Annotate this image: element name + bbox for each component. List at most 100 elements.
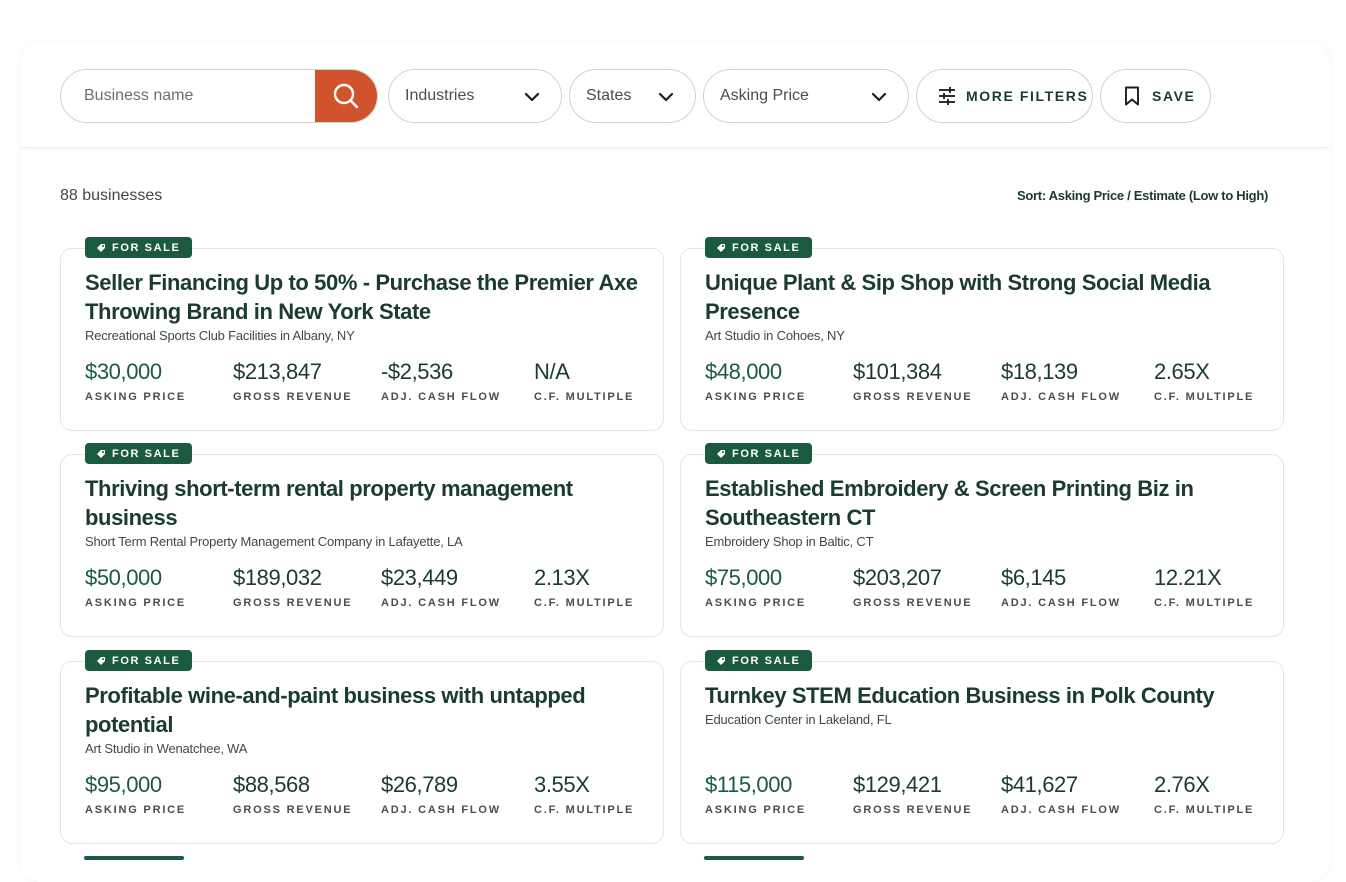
multiple-metric: 2.76X C.F. MULTIPLE — [1154, 772, 1254, 816]
listing-card[interactable]: FOR SALE Turnkey STEM Education Business… — [680, 650, 1284, 844]
listing-subtitle: Art Studio in Cohoes, NY — [705, 328, 845, 343]
multiple-value: 2.65X — [1154, 359, 1210, 384]
results-count: 88 businesses — [60, 187, 163, 204]
asking-price-label: Asking Price — [720, 87, 809, 104]
tag-icon — [717, 243, 725, 252]
asking-price-label: ASKING PRICE — [705, 597, 807, 609]
multiple-metric: N/A C.F. MULTIPLE — [534, 359, 634, 403]
asking-price-label: ASKING PRICE — [85, 391, 187, 403]
listing-title[interactable]: Established Embroidery & Screen Printing… — [705, 476, 1194, 530]
cash-flow-metric: $6,145 ADJ. CASH FLOW — [1001, 565, 1121, 609]
cash-flow-label: ADJ. CASH FLOW — [381, 804, 501, 816]
more-filters-label: MORE FILTERS — [966, 88, 1089, 104]
save-label: SAVE — [1152, 88, 1196, 104]
listing-card[interactable]: FOR SALE Seller Financing Up to 50% - Pu… — [60, 237, 664, 431]
cash-flow-value: -$2,536 — [381, 359, 453, 384]
for-sale-badge: FOR SALE — [85, 237, 193, 258]
multiple-label: C.F. MULTIPLE — [1154, 804, 1255, 816]
listing-title[interactable]: Seller Financing Up to 50% - Purchase th… — [85, 270, 638, 324]
filter-bar — [20, 42, 1330, 148]
more-filters-button[interactable]: MORE FILTERS — [916, 69, 1093, 123]
listing-subtitle: Recreational Sports Club Facilities in A… — [85, 328, 355, 343]
badge-label: FOR SALE — [732, 447, 801, 460]
gross-revenue-metric: $189,032 GROSS REVENUE — [233, 565, 352, 609]
cash-flow-label: ADJ. CASH FLOW — [381, 597, 501, 609]
listing-title[interactable]: Thriving short-term rental property mana… — [85, 476, 573, 530]
multiple-value: 12.21X — [1154, 565, 1222, 590]
tag-icon — [97, 449, 105, 458]
listing-subtitle: Education Center in Lakeland, FL — [705, 712, 892, 727]
listing-card[interactable]: FOR SALE Established Embroidery & Screen… — [680, 443, 1284, 637]
gross-revenue-value: $189,032 — [233, 565, 322, 590]
gross-revenue-label: GROSS REVENUE — [233, 391, 353, 403]
listing-card[interactable]: FOR SALE Unique Plant & Sip Shop with St… — [680, 237, 1284, 431]
listing-title[interactable]: Unique Plant & Sip Shop with Strong Soci… — [705, 270, 1211, 324]
for-sale-badge: FOR SALE — [705, 443, 813, 464]
gross-revenue-label: GROSS REVENUE — [233, 804, 353, 816]
search-input[interactable] — [61, 70, 317, 122]
gross-revenue-value: $203,207 — [853, 565, 942, 590]
gross-revenue-value: $129,421 — [853, 772, 942, 797]
multiple-metric: 12.21X C.F. MULTIPLE — [1154, 565, 1254, 609]
for-sale-badge: FOR SALE — [85, 650, 193, 671]
gross-revenue-label: GROSS REVENUE — [853, 391, 973, 403]
states-dropdown[interactable]: States — [569, 69, 696, 123]
cash-flow-metric: $26,789 ADJ. CASH FLOW — [381, 772, 501, 816]
multiple-value: N/A — [534, 359, 570, 384]
listing-card[interactable]: FOR SALE Profitable wine-and-paint busin… — [60, 650, 664, 844]
asking-price-value: $115,000 — [705, 772, 792, 797]
asking-price-label: ASKING PRICE — [705, 804, 807, 816]
listing-card[interactable]: FOR SALE Thriving short-term rental prop… — [60, 443, 664, 637]
multiple-label: C.F. MULTIPLE — [534, 597, 635, 609]
cash-flow-value: $6,145 — [1001, 565, 1066, 590]
badge-label: FOR SALE — [732, 241, 801, 254]
multiple-metric: 3.55X C.F. MULTIPLE — [534, 772, 634, 816]
cash-flow-value: $26,789 — [381, 772, 458, 797]
listing-subtitle: Embroidery Shop in Baltic, CT — [705, 534, 874, 549]
cash-flow-metric: $18,139 ADJ. CASH FLOW — [1001, 359, 1121, 403]
gross-revenue-metric: $101,384 GROSS REVENUE — [853, 359, 972, 403]
tag-icon — [717, 449, 725, 458]
chevron-down-icon — [658, 92, 674, 102]
tag-icon — [97, 656, 105, 665]
gross-revenue-metric: $203,207 GROSS REVENUE — [853, 565, 972, 609]
cash-flow-label: ADJ. CASH FLOW — [1001, 391, 1121, 403]
asking-price-dropdown[interactable]: Asking Price — [703, 69, 909, 123]
gross-revenue-value: $213,847 — [233, 359, 322, 384]
tag-icon — [97, 243, 105, 252]
cash-flow-value: $18,139 — [1001, 359, 1078, 384]
asking-price-metric: $30,000 ASKING PRICE — [85, 359, 186, 403]
sliders-icon — [939, 87, 955, 105]
states-label: States — [586, 87, 632, 104]
gross-revenue-metric: $213,847 GROSS REVENUE — [233, 359, 352, 403]
save-search-button[interactable]: SAVE — [1100, 69, 1211, 123]
industries-dropdown[interactable]: Industries — [388, 69, 562, 123]
listing-subtitle: Short Term Rental Property Management Co… — [85, 534, 463, 549]
badge-label: FOR SALE — [112, 654, 181, 667]
listing-title[interactable]: Turnkey STEM Education Business in Polk … — [705, 683, 1215, 708]
tag-icon — [717, 656, 725, 665]
gross-revenue-metric: $88,568 GROSS REVENUE — [233, 772, 352, 816]
listing-subtitle: Art Studio in Wenatchee, WA — [85, 741, 248, 756]
listing-title[interactable]: Profitable wine-and-paint business with … — [85, 683, 586, 737]
cash-flow-label: ADJ. CASH FLOW — [1001, 597, 1121, 609]
search-button[interactable] — [315, 70, 377, 122]
for-sale-badge: FOR SALE — [705, 237, 813, 258]
sort-selector[interactable]: Sort: Asking Price / Estimate (Low to Hi… — [1017, 188, 1268, 203]
asking-price-label: ASKING PRICE — [85, 597, 187, 609]
multiple-value: 3.55X — [534, 772, 590, 797]
asking-price-metric: $115,000 ASKING PRICE — [705, 772, 806, 816]
for-sale-badge: FOR SALE — [705, 650, 813, 671]
chevron-down-icon — [871, 92, 887, 102]
gross-revenue-label: GROSS REVENUE — [853, 597, 973, 609]
multiple-value: 2.13X — [534, 565, 590, 590]
multiple-label: C.F. MULTIPLE — [1154, 391, 1255, 403]
search-box — [60, 69, 378, 123]
cash-flow-label: ADJ. CASH FLOW — [381, 391, 501, 403]
asking-price-label: ASKING PRICE — [85, 804, 187, 816]
asking-price-value: $48,000 — [705, 359, 782, 384]
asking-price-metric: $50,000 ASKING PRICE — [85, 565, 186, 609]
asking-price-metric: $95,000 ASKING PRICE — [85, 772, 186, 816]
next-row-badge — [704, 856, 804, 860]
badge-label: FOR SALE — [732, 654, 801, 667]
